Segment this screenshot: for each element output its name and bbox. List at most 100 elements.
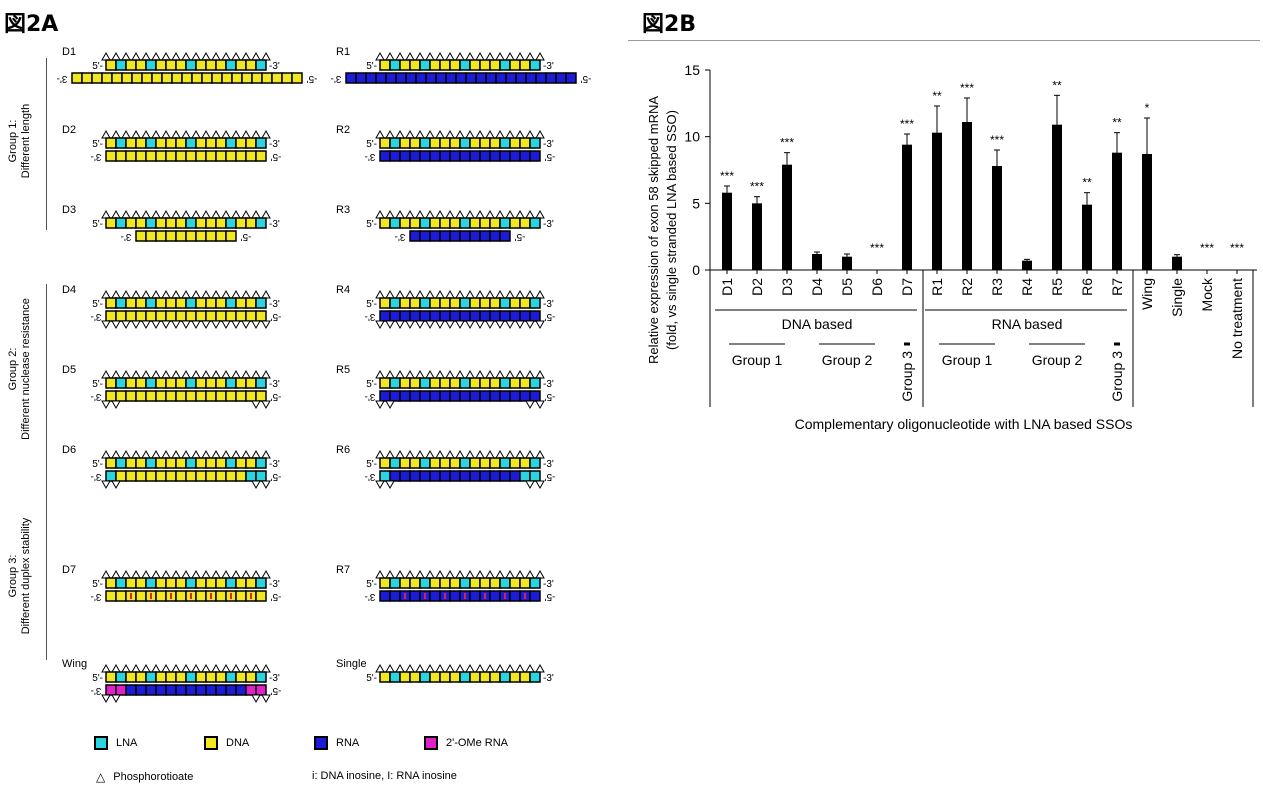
phosphorothioate-mark <box>141 449 151 459</box>
nucleotide <box>379 59 391 71</box>
nucleotide <box>409 470 421 482</box>
nucleotide <box>185 457 197 469</box>
nucleotide <box>185 230 197 242</box>
nucleotide <box>261 72 273 84</box>
phosphorothioate-mark <box>231 369 241 379</box>
nucleotide <box>465 72 477 84</box>
phosphorothioate-mark <box>191 663 201 673</box>
nucleotide <box>469 310 481 322</box>
nucleotide <box>449 457 461 469</box>
label-d4: D4 <box>62 284 77 296</box>
phosphorothioate-mark <box>161 51 171 61</box>
x-tick-label: R5 <box>1049 278 1065 296</box>
nucleotide <box>115 217 127 229</box>
strand-end-label: -3' <box>269 579 280 590</box>
nucleotide <box>509 457 521 469</box>
strand-end-label: 5'- <box>92 61 103 72</box>
nucleotide <box>479 310 491 322</box>
phosphorothioate-mark <box>121 320 131 330</box>
phosphorothioate-mark <box>425 209 435 219</box>
phosphorothioate-mark <box>101 320 111 330</box>
phosphorothioate-mark <box>485 663 495 673</box>
nucleotide <box>205 217 217 229</box>
nucleotide <box>419 470 431 482</box>
nucleotide <box>449 217 461 229</box>
phosphorothioate-mark <box>131 320 141 330</box>
strand-end-label: 3'- <box>365 151 376 162</box>
phosphorothioate-mark <box>251 694 261 704</box>
nucleotide <box>185 150 197 162</box>
phosphorothioate-mark <box>505 569 515 579</box>
phosphorothioate-mark <box>445 51 455 61</box>
nucleotide <box>489 457 501 469</box>
nucleotide <box>429 59 441 71</box>
phosphorothioate-mark <box>435 289 445 299</box>
phosphorothioate-mark <box>151 369 161 379</box>
x-tick-label: D2 <box>749 278 765 296</box>
significance-mark: *** <box>990 133 1004 147</box>
nucleotide <box>379 577 391 589</box>
nucleotide <box>509 297 521 309</box>
phosphorothioate-mark <box>455 289 465 299</box>
nucleotide <box>145 217 157 229</box>
nucleotide <box>135 217 147 229</box>
nucleotide <box>105 470 117 482</box>
nucleotide <box>489 470 501 482</box>
phosphorothioate-mark <box>171 51 181 61</box>
nucleotide <box>155 217 167 229</box>
group-2-label: Group 2 <box>822 352 873 368</box>
nucleotide <box>445 72 457 84</box>
phosphorothioate-mark <box>465 663 475 673</box>
phosphorothioate-mark <box>485 449 495 459</box>
nucleotide <box>379 390 391 402</box>
phosphorothioate-mark <box>261 369 271 379</box>
nucleotide <box>185 390 197 402</box>
nucleotide <box>389 457 401 469</box>
x-tick-label: R7 <box>1109 278 1125 296</box>
phosphorothioate-mark <box>201 369 211 379</box>
group-2-label: Group 2 <box>1032 352 1083 368</box>
phosphorothioate-mark <box>201 129 211 139</box>
nucleotide <box>235 297 247 309</box>
strand-end-label: -3' <box>269 219 280 230</box>
nucleotide <box>399 457 411 469</box>
strand-end-label: 3'- <box>91 151 102 162</box>
phosphorothioate-mark <box>121 369 131 379</box>
nucleotide <box>449 390 461 402</box>
phosphorothioate-mark <box>455 129 465 139</box>
nucleotide <box>245 577 257 589</box>
nucleotide <box>205 684 217 696</box>
nucleotide <box>175 217 187 229</box>
lna-swatch <box>94 736 108 750</box>
nucleotide <box>245 137 257 149</box>
nucleotide <box>145 684 157 696</box>
phosphorothioate-mark <box>101 129 111 139</box>
phosphorothioate-mark <box>211 129 221 139</box>
nucleotide <box>105 590 117 602</box>
phosphorothioate-mark <box>455 569 465 579</box>
phosphorothioate-mark <box>251 663 261 673</box>
significance-mark: *** <box>960 81 974 95</box>
phosphorothioate-mark <box>505 449 515 459</box>
strand-end-label: -3' <box>269 139 280 150</box>
phosphorothioate-mark <box>201 320 211 330</box>
phosphorothioate-mark <box>525 480 535 490</box>
x-tick-label: Single <box>1169 278 1185 317</box>
nucleotide <box>479 457 491 469</box>
nucleotide <box>105 217 117 229</box>
phosphorothioate-mark <box>131 663 141 673</box>
phosphorothioate-mark <box>151 129 161 139</box>
phosphorothioate-mark <box>385 480 395 490</box>
phosphorothioate-mark <box>261 400 271 410</box>
nucleotide <box>409 297 421 309</box>
x-tick-label: D3 <box>779 278 795 296</box>
phosphorothioate-mark <box>495 129 505 139</box>
nucleotide <box>255 457 267 469</box>
phosphorothioate-mark <box>425 129 435 139</box>
significance-mark: * <box>1145 101 1150 115</box>
nucleotide <box>125 577 137 589</box>
nucleotide <box>175 457 187 469</box>
phosphorothioate-mark <box>251 129 261 139</box>
nucleotide <box>469 217 481 229</box>
nucleotide <box>255 577 267 589</box>
